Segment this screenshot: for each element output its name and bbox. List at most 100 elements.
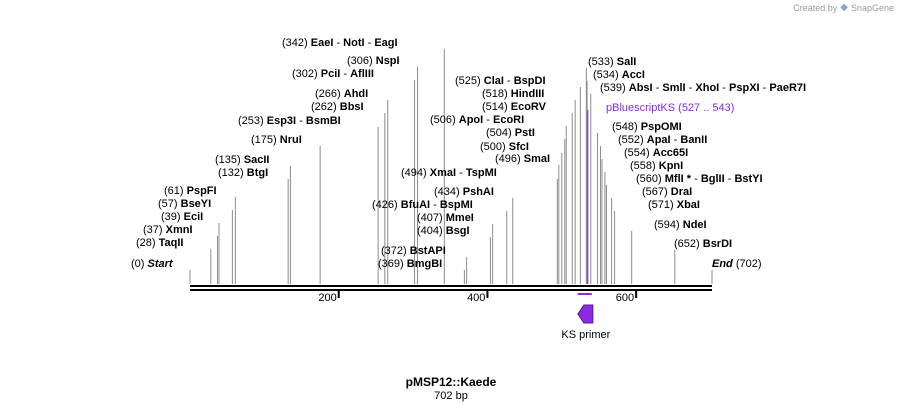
site-position: (558) — [630, 160, 659, 172]
site-position: (37) — [143, 224, 166, 236]
enzyme-name: PstI — [515, 127, 535, 139]
enzyme-name: EcoRI — [493, 114, 524, 126]
enzyme-name: ApaI — [647, 134, 671, 146]
restriction-site-label[interactable]: (548) PspOMI — [612, 121, 682, 133]
site-position: (342) — [282, 37, 311, 49]
enzyme-name: AflIII — [350, 68, 374, 80]
start-label: (0) Start — [131, 258, 174, 270]
enzyme-name: BfuAI — [401, 199, 430, 211]
site-separator: - — [340, 68, 350, 80]
site-separator: - — [725, 173, 735, 185]
restriction-site-label[interactable]: (554) Acc65I — [624, 147, 688, 159]
enzyme-name: Esp3I — [267, 115, 296, 127]
site-position: (369) — [378, 258, 407, 270]
site-position: (61) — [164, 185, 187, 197]
restriction-site-label[interactable]: (496) SmaI — [495, 153, 550, 165]
ruler-tick-label: 200 — [318, 292, 336, 304]
enzyme-name: SmaI — [524, 153, 550, 165]
restriction-site-label[interactable]: (506) ApoI - EcoRI — [430, 114, 524, 126]
site-position: (494) — [401, 167, 430, 179]
restriction-site-label[interactable]: (404) BsgI — [417, 225, 470, 237]
enzyme-name: KpnI — [659, 160, 683, 172]
site-position: (652) — [674, 238, 703, 250]
primer-site-label[interactable]: pBluescriptKS (527 .. 543) — [606, 102, 734, 114]
restriction-site-label[interactable]: (514) EcoRV — [482, 101, 547, 113]
enzyme-name: BspDI — [514, 75, 546, 87]
site-position: (554) — [624, 147, 653, 159]
enzyme-name: PshAI — [463, 186, 494, 198]
snapgene-logo-icon: ◆ — [840, 2, 848, 13]
restriction-site-label[interactable]: (175) NruI — [251, 134, 302, 146]
site-position: (518) — [482, 88, 511, 100]
enzyme-name: TspMI — [466, 167, 497, 179]
enzyme-name: DraI — [671, 186, 692, 198]
enzyme-name: BsgI — [446, 225, 470, 237]
enzyme-name: SfcI — [509, 141, 529, 153]
site-position: (372) — [381, 245, 410, 257]
restriction-site-label[interactable]: (652) BsrDI — [674, 238, 732, 250]
enzyme-name: HindIII — [511, 88, 545, 100]
site-position: (539) — [600, 82, 629, 94]
restriction-site-label[interactable]: (539) AbsI - SmlI - XhoI - PspXI - PaeR7… — [600, 82, 806, 94]
restriction-site-label[interactable]: (135) SacII — [215, 154, 269, 166]
restriction-site-label[interactable]: (534) AccI — [593, 69, 645, 81]
restriction-site-label[interactable]: (266) AhdI — [315, 88, 368, 100]
enzyme-name: EciI — [184, 211, 204, 223]
ruler-tick-label: 600 — [616, 292, 634, 304]
site-position: (132) — [218, 167, 247, 179]
restriction-site-label[interactable]: (39) EciI — [161, 211, 203, 223]
enzyme-name: PspXI — [729, 82, 760, 94]
restriction-site-label[interactable]: (567) DraI — [642, 186, 692, 198]
restriction-site-label[interactable]: (369) BmgBI — [378, 258, 442, 270]
feature-label: KS primer — [561, 329, 610, 341]
restriction-site-label[interactable]: (571) XbaI — [648, 199, 700, 211]
restriction-site-label[interactable]: (407) MmeI — [417, 212, 474, 224]
restriction-site-label[interactable]: (525) ClaI - BspDI — [455, 75, 546, 87]
restriction-site-label[interactable]: (518) HindIII — [482, 88, 544, 100]
site-position: (175) — [251, 134, 280, 146]
restriction-site-label[interactable]: (560) MflI * - BglII - BstYI — [636, 173, 763, 185]
site-position: (434) — [434, 186, 463, 198]
restriction-site-label[interactable]: (533) SalI — [588, 56, 636, 68]
restriction-site-label[interactable]: (372) BstAPI — [381, 245, 446, 257]
enzyme-name: NotI — [343, 37, 364, 49]
restriction-site-label[interactable]: (594) NdeI — [654, 219, 707, 231]
enzyme-name: PaeR7I — [769, 82, 806, 94]
restriction-site-label[interactable]: (558) KpnI — [630, 160, 683, 172]
restriction-site-label[interactable]: (434) PshAI — [434, 186, 494, 198]
site-separator: - — [653, 82, 663, 94]
primer-binding-bar — [577, 293, 592, 295]
restriction-site-label[interactable]: (28) TaqII — [136, 237, 183, 249]
restriction-site-label[interactable]: (132) BtgI — [218, 167, 268, 179]
restriction-site-label[interactable]: (552) ApaI - BanII — [618, 134, 707, 146]
restriction-site-label[interactable]: (426) BfuAI - BspMI — [372, 199, 473, 211]
restriction-site-label[interactable]: (57) BseYI — [158, 198, 211, 210]
start-position: (0) — [131, 258, 148, 270]
restriction-site-label[interactable]: (494) XmaI - TspMI — [401, 167, 497, 179]
restriction-site-label[interactable]: (253) Esp3I - BsmBI — [238, 115, 341, 127]
enzyme-name: BstAPI — [410, 245, 446, 257]
enzyme-name: BstYI — [734, 173, 762, 185]
ks-primer-arrow-icon[interactable] — [577, 304, 594, 324]
site-position: (548) — [612, 121, 641, 133]
site-position: (253) — [238, 115, 267, 127]
restriction-site-label[interactable]: (262) BbsI — [311, 101, 364, 113]
enzyme-name: AhdI — [344, 88, 368, 100]
site-position: (426) — [372, 199, 401, 211]
enzyme-name: XbaI — [677, 199, 700, 211]
restriction-site-label[interactable]: (504) PstI — [486, 127, 535, 139]
primer-name: pBluescriptKS — [606, 102, 675, 114]
restriction-site-label[interactable]: (302) PciI - AflIII — [292, 68, 374, 80]
enzyme-name: EcoRV — [511, 101, 547, 113]
start-text: Start — [148, 258, 174, 270]
restriction-site-label[interactable]: (37) XmnI — [143, 224, 193, 236]
restriction-site-label[interactable]: (342) EaeI - NotI - EagI — [282, 37, 398, 49]
site-separator: - — [365, 37, 375, 49]
site-separator: - — [691, 173, 701, 185]
restriction-site-label[interactable]: (61) PspFI — [164, 185, 217, 197]
restriction-site-label[interactable]: (306) NspI — [347, 55, 400, 67]
enzyme-name: SacII — [244, 154, 270, 166]
enzyme-name: BsrDI — [703, 238, 732, 250]
restriction-site-label[interactable]: (500) SfcI — [480, 141, 529, 153]
